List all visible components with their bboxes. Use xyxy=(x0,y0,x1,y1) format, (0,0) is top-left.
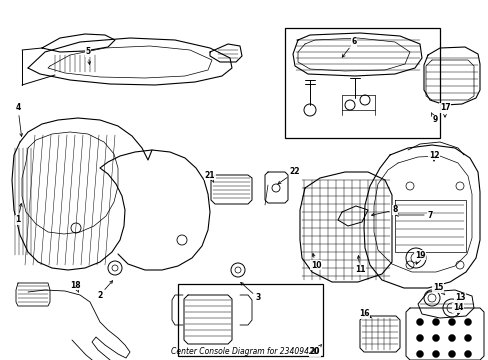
Text: 2: 2 xyxy=(97,281,112,300)
Text: 19: 19 xyxy=(414,251,425,264)
Circle shape xyxy=(464,334,470,342)
Text: 14: 14 xyxy=(452,303,462,314)
Text: 11: 11 xyxy=(354,256,365,274)
Circle shape xyxy=(447,319,454,325)
Circle shape xyxy=(447,351,454,357)
Text: 16: 16 xyxy=(358,310,370,319)
Bar xyxy=(178,284,323,356)
Text: 6: 6 xyxy=(342,37,356,57)
Circle shape xyxy=(416,334,423,342)
Text: 15: 15 xyxy=(432,284,444,295)
Text: 1: 1 xyxy=(15,203,22,225)
Circle shape xyxy=(464,351,470,357)
Bar xyxy=(285,28,439,138)
Text: Center Console Diagram for 23409420: Center Console Diagram for 23409420 xyxy=(170,347,318,356)
Circle shape xyxy=(416,351,423,357)
Text: 4: 4 xyxy=(15,104,22,136)
Text: 13: 13 xyxy=(454,293,464,307)
Circle shape xyxy=(431,334,439,342)
Text: 9: 9 xyxy=(430,113,437,125)
Text: 3: 3 xyxy=(240,283,260,302)
Circle shape xyxy=(431,319,439,325)
Text: 18: 18 xyxy=(70,280,80,292)
Text: 12: 12 xyxy=(428,150,438,161)
Text: 8: 8 xyxy=(371,206,397,216)
Text: 5: 5 xyxy=(85,48,90,64)
Circle shape xyxy=(416,319,423,325)
Text: 17: 17 xyxy=(439,104,449,117)
Circle shape xyxy=(431,351,439,357)
Circle shape xyxy=(447,334,454,342)
Text: 22: 22 xyxy=(277,167,300,184)
Text: 10: 10 xyxy=(310,253,321,270)
Text: 20: 20 xyxy=(309,345,321,356)
Text: 21: 21 xyxy=(204,171,215,183)
Text: 7: 7 xyxy=(395,211,432,220)
Circle shape xyxy=(464,319,470,325)
